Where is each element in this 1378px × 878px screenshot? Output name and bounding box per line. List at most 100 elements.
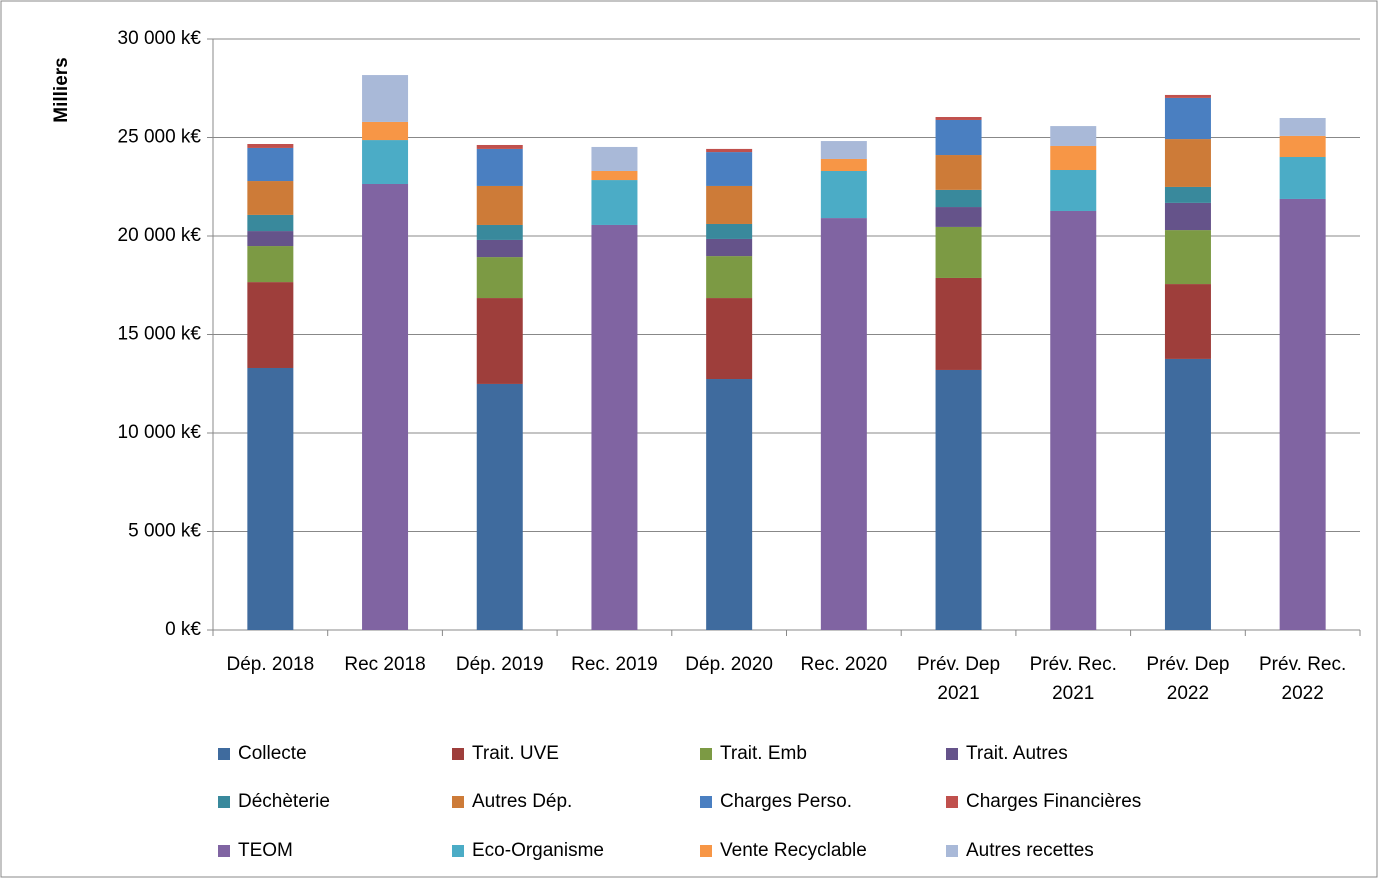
x-tick-label: Rec 2018 (344, 654, 426, 675)
bar-segment (247, 367, 294, 630)
bar-segment (476, 185, 523, 225)
bar-segment (706, 379, 753, 630)
y-tick-label: 15 000 k€ (118, 324, 202, 345)
bar-segment (820, 170, 867, 219)
bar-segment (706, 256, 753, 299)
legend-label: Trait. Autres (966, 743, 1068, 764)
bar-segment (935, 207, 982, 227)
bar-segment (247, 231, 294, 247)
legend-swatch (218, 748, 230, 760)
y-tick-label: 30 000 k€ (118, 28, 202, 49)
bar-segment (935, 226, 982, 278)
bar-segment (1279, 198, 1326, 631)
bar-segment (1164, 94, 1211, 98)
x-tick-label: Prév. Dep 2021 (916, 654, 1001, 704)
bar-segment (591, 170, 638, 181)
legend-label: Eco-Organisme (472, 840, 604, 861)
x-tick-label: Dép. 2020 (685, 654, 773, 675)
legend-swatch (700, 796, 712, 808)
legend-label: Autres Dép. (472, 791, 572, 812)
legend-label: Collecte (238, 743, 307, 764)
y-tick-label: 0 k€ (165, 619, 201, 640)
legend-swatch (452, 845, 464, 857)
bar-segment (1279, 117, 1326, 136)
legend-label: Trait. Emb (720, 743, 807, 764)
x-tick-label: Prév. Dep 2022 (1146, 654, 1230, 704)
y-axis-label: Milliers (51, 57, 72, 122)
bar-segment (591, 180, 638, 225)
bar-segment (1164, 202, 1211, 231)
bar-segment (362, 121, 409, 141)
legend-swatch (452, 796, 464, 808)
bar-segment (1050, 126, 1097, 146)
bar-segment (1279, 135, 1326, 158)
bar-segment (935, 277, 982, 370)
bar-segment (476, 298, 523, 384)
x-tick-label: Prév. Rec. 2021 (1029, 654, 1117, 704)
legend-swatch (452, 748, 464, 760)
legend-swatch (946, 796, 958, 808)
y-tick-label: 5 000 k€ (128, 521, 201, 542)
x-tick-label: Dép. 2018 (226, 654, 315, 675)
x-tick-label: Prév. Rec. 2022 (1259, 654, 1347, 704)
bar-segment (1164, 97, 1211, 140)
legend-swatch (218, 845, 230, 857)
bar-segment (247, 181, 294, 215)
bar-segment (706, 238, 753, 257)
bar-segment (1050, 210, 1097, 630)
bar-segment (1164, 230, 1211, 285)
legend-label: Charges Financières (966, 791, 1141, 812)
legend-label: Charges Perso. (720, 791, 852, 812)
legend-label: Déchèterie (238, 791, 330, 812)
bar-segment (247, 214, 294, 232)
bar-segment (476, 239, 523, 258)
bar-segment (247, 282, 294, 368)
bar-segment (1164, 139, 1211, 187)
bar-segment (476, 224, 523, 240)
legend-swatch (700, 748, 712, 760)
bar-segment (1050, 145, 1097, 171)
bar-segment (476, 383, 523, 630)
bar-segment (362, 75, 409, 122)
legend-label: Trait. UVE (472, 743, 559, 764)
bar-segment (820, 141, 867, 159)
bar-segment (706, 152, 753, 186)
bar-segment (935, 117, 982, 120)
bar-segment (247, 246, 294, 283)
bar-segment (706, 148, 753, 153)
legend-swatch (946, 748, 958, 760)
legend-label: TEOM (238, 840, 293, 861)
bar-segment (706, 223, 753, 239)
bar-segment (1164, 186, 1211, 203)
bar-segment (935, 369, 982, 630)
x-tick-label: Rec. 2020 (800, 654, 888, 675)
legend-swatch (700, 845, 712, 857)
bar-segment (362, 183, 409, 630)
bar-segment (591, 146, 638, 171)
y-tick-label: 10 000 k€ (118, 422, 202, 443)
x-tick-label: Rec. 2019 (571, 654, 658, 675)
y-tick-label: 25 000 k€ (118, 127, 202, 148)
bar-segment (476, 257, 523, 299)
legend-label: Vente Recyclable (720, 840, 867, 861)
x-tick-label: Dép. 2019 (455, 654, 544, 675)
bar-segment (1164, 284, 1211, 359)
bar-segment (1279, 157, 1326, 199)
bar-segment (247, 147, 294, 182)
bar-segment (476, 144, 523, 149)
bar-segment (706, 185, 753, 224)
legend-swatch (946, 845, 958, 857)
bar-segment (820, 218, 867, 630)
bar-segment (935, 119, 982, 156)
bar-segment (362, 140, 409, 184)
y-tick-label: 20 000 k€ (118, 225, 202, 246)
bar-segment (476, 148, 523, 186)
legend-swatch (218, 796, 230, 808)
bar-segment (706, 298, 753, 380)
legend-label: Autres recettes (966, 840, 1094, 861)
bar-segment (820, 158, 867, 171)
bar-segment (1050, 170, 1097, 211)
